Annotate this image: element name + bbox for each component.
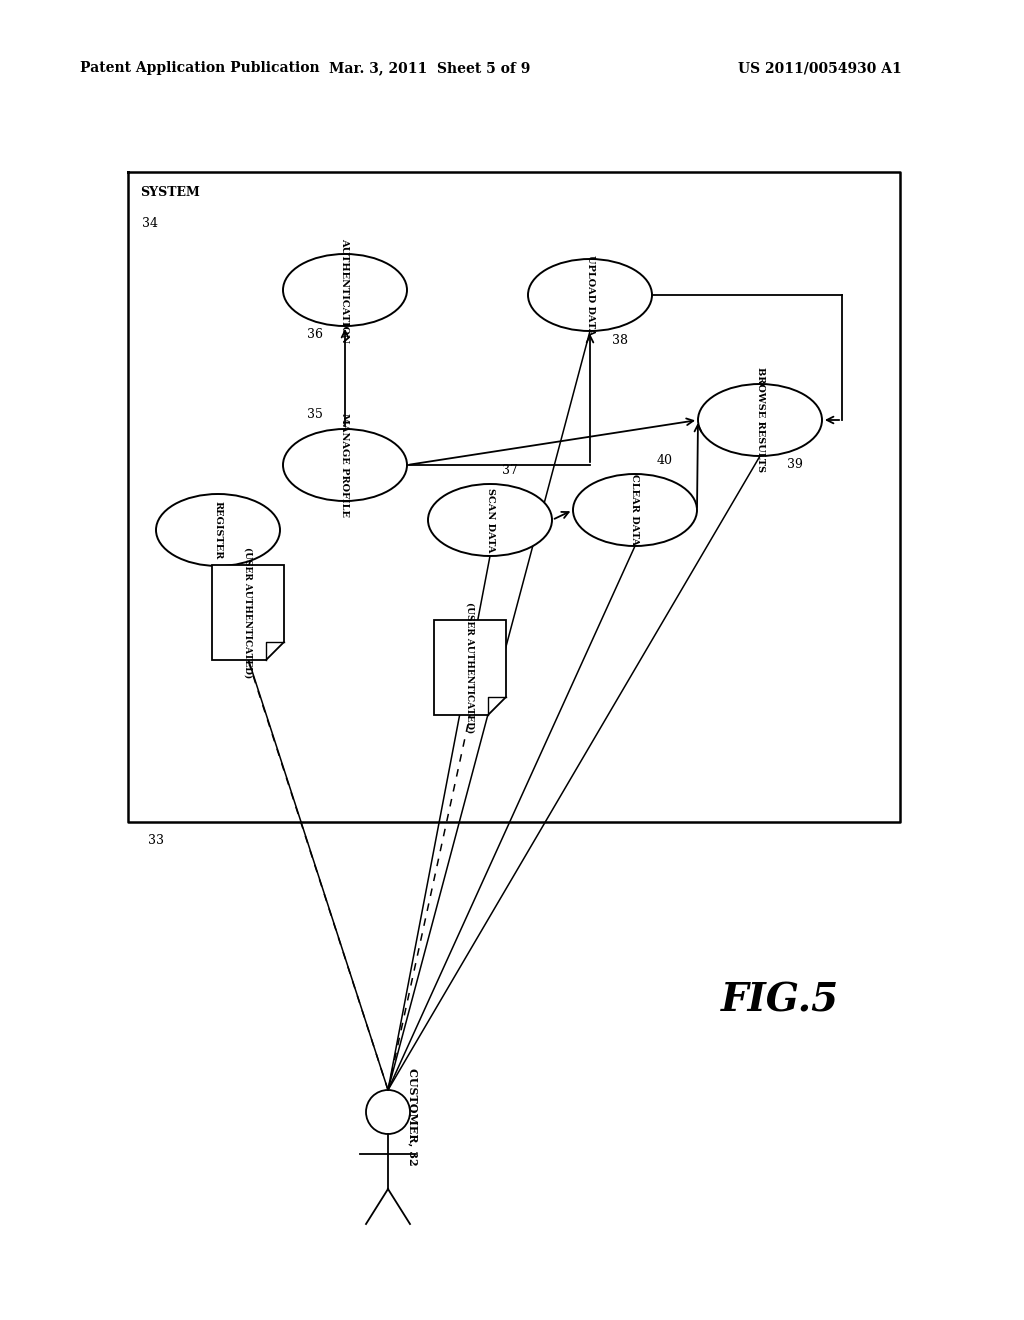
Text: SCAN DATA: SCAN DATA <box>485 488 495 552</box>
Ellipse shape <box>283 429 407 502</box>
Text: MANAGE PROFILE: MANAGE PROFILE <box>341 413 349 517</box>
Text: UPLOAD DATA: UPLOAD DATA <box>586 255 595 335</box>
Ellipse shape <box>573 474 697 546</box>
Text: REGISTER: REGISTER <box>213 500 222 560</box>
Ellipse shape <box>428 484 552 556</box>
Polygon shape <box>434 620 506 715</box>
Ellipse shape <box>283 253 407 326</box>
Text: 35: 35 <box>307 408 323 421</box>
Text: 37: 37 <box>502 463 518 477</box>
Text: (USER AUTHENTICATED): (USER AUTHENTICATED) <box>244 546 253 678</box>
Text: 33: 33 <box>148 833 164 846</box>
Text: FIG.5: FIG.5 <box>721 981 839 1019</box>
Text: 39: 39 <box>787 458 803 471</box>
Polygon shape <box>212 565 284 660</box>
Ellipse shape <box>156 494 280 566</box>
Ellipse shape <box>528 259 652 331</box>
Text: Patent Application Publication: Patent Application Publication <box>80 61 319 75</box>
Text: 40: 40 <box>657 454 673 466</box>
Text: 38: 38 <box>612 334 628 346</box>
Text: US 2011/0054930 A1: US 2011/0054930 A1 <box>738 61 902 75</box>
Text: (USER AUTHENTICATED): (USER AUTHENTICATED) <box>466 602 474 733</box>
Text: CUSTOMER, 32: CUSTOMER, 32 <box>408 1068 419 1166</box>
Text: 36: 36 <box>307 329 323 342</box>
Text: 34: 34 <box>142 216 158 230</box>
Text: AUTHENTICATION: AUTHENTICATION <box>341 238 349 342</box>
Text: SYSTEM: SYSTEM <box>140 186 200 199</box>
Text: CLEAR DATA: CLEAR DATA <box>631 474 640 545</box>
Text: BROWSE RESULTS: BROWSE RESULTS <box>756 367 765 473</box>
Ellipse shape <box>698 384 822 455</box>
Text: Mar. 3, 2011  Sheet 5 of 9: Mar. 3, 2011 Sheet 5 of 9 <box>330 61 530 75</box>
